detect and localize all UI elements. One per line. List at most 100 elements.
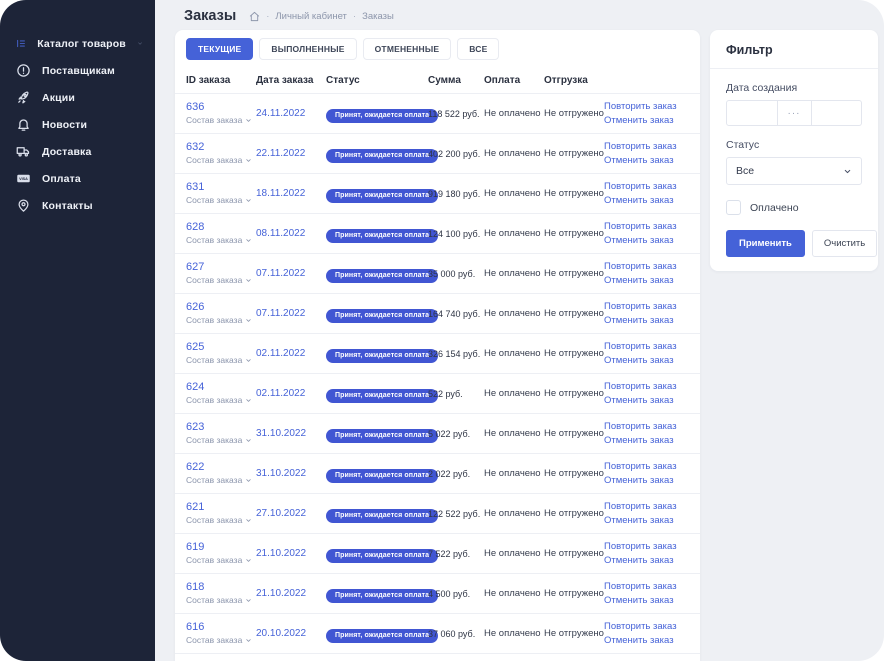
order-composition-toggle[interactable]: Состав заказа xyxy=(186,114,256,126)
order-id-link[interactable]: 628 xyxy=(186,221,205,233)
order-id-link[interactable]: 626 xyxy=(186,301,205,313)
repeat-order-link[interactable]: Повторить заказ xyxy=(604,220,677,232)
sidebar-item-payment[interactable]: VISA Оплата xyxy=(0,165,155,192)
order-tabs: ТЕКУЩИЕ ВЫПОЛНЕННЫЕ ОТМЕНЕННЫЕ ВСЕ xyxy=(175,30,700,68)
repeat-order-link[interactable]: Повторить заказ xyxy=(604,540,677,552)
cancel-order-link[interactable]: Отменить заказ xyxy=(604,154,674,166)
order-id-link[interactable]: 636 xyxy=(186,101,205,113)
order-composition-toggle[interactable]: Состав заказа xyxy=(186,194,256,206)
order-composition-toggle[interactable]: Состав заказа xyxy=(186,314,256,326)
cancel-order-link[interactable]: Отменить заказ xyxy=(604,594,674,606)
repeat-order-link[interactable]: Повторить заказ xyxy=(604,460,677,472)
date-to-input[interactable] xyxy=(811,100,862,126)
order-composition-toggle[interactable]: Состав заказа xyxy=(186,354,256,366)
status-badge: Принят, ожидается оплата xyxy=(326,268,439,283)
paid-checkbox[interactable] xyxy=(726,200,741,215)
order-payment-status: Не оплачено xyxy=(484,548,541,559)
order-id-link[interactable]: 623 xyxy=(186,421,205,433)
order-id-link[interactable]: 619 xyxy=(186,541,205,553)
repeat-order-link[interactable]: Повторить заказ xyxy=(604,340,677,352)
apply-button[interactable]: Применить xyxy=(726,230,805,257)
cancel-order-link[interactable]: Отменить заказ xyxy=(604,474,674,486)
sidebar-item-catalog[interactable]: Каталог товаров xyxy=(0,30,155,57)
order-id-link[interactable]: 622 xyxy=(186,461,205,473)
repeat-order-link[interactable]: Повторить заказ xyxy=(604,100,677,112)
tab-current[interactable]: ТЕКУЩИЕ xyxy=(186,38,254,60)
tab-cancelled[interactable]: ОТМЕНЕННЫЕ xyxy=(362,38,452,60)
order-id-link[interactable]: 616 xyxy=(186,621,205,633)
status-badge: Принят, ожидается оплата xyxy=(326,348,439,363)
chevron-down-icon xyxy=(246,358,251,362)
repeat-order-link[interactable]: Повторить заказ xyxy=(604,620,677,632)
cancel-order-link[interactable]: Отменить заказ xyxy=(604,554,674,566)
repeat-order-link[interactable]: Повторить заказ xyxy=(604,180,677,192)
order-sum: 919 180 руб. xyxy=(428,188,481,199)
repeat-order-link[interactable]: Повторить заказ xyxy=(604,260,677,272)
breadcrumb-separator: · xyxy=(352,10,357,22)
sidebar-item-suppliers[interactable]: Поставщикам xyxy=(0,57,155,84)
repeat-order-link[interactable]: Повторить заказ xyxy=(604,300,677,312)
order-id-link[interactable]: 631 xyxy=(186,181,205,193)
order-composition-toggle[interactable]: Состав заказа xyxy=(186,554,256,566)
sidebar-nav: Каталог товаров Поставщикам Акции xyxy=(0,30,155,219)
sidebar-item-promos[interactable]: Акции xyxy=(0,84,155,111)
paid-checkbox-row[interactable]: Оплачено xyxy=(726,200,862,215)
repeat-order-link[interactable]: Повторить заказ xyxy=(604,500,677,512)
cancel-order-link[interactable]: Отменить заказ xyxy=(604,274,674,286)
clear-button[interactable]: Очистить xyxy=(811,230,878,257)
order-payment-status: Не оплачено xyxy=(484,508,541,519)
repeat-order-link[interactable]: Повторить заказ xyxy=(604,420,677,432)
date-range-control: ··· xyxy=(726,100,862,126)
sidebar-item-contacts[interactable]: Контакты xyxy=(0,192,155,219)
order-composition-toggle[interactable]: Состав заказа xyxy=(186,234,256,246)
order-id-link[interactable]: 618 xyxy=(186,581,205,593)
tab-all[interactable]: ВСЕ xyxy=(457,38,500,60)
cancel-order-link[interactable]: Отменить заказ xyxy=(604,314,674,326)
order-id-link[interactable]: 632 xyxy=(186,141,205,153)
order-composition-toggle[interactable]: Состав заказа xyxy=(186,634,256,646)
order-id-link[interactable]: 624 xyxy=(186,381,205,393)
cancel-order-link[interactable]: Отменить заказ xyxy=(604,634,674,646)
order-date: 21.10.2022 xyxy=(256,548,307,559)
cancel-order-link[interactable]: Отменить заказ xyxy=(604,194,674,206)
order-payment-status: Не оплачено xyxy=(484,228,541,239)
cancel-order-link[interactable]: Отменить заказ xyxy=(604,114,674,126)
order-composition-toggle[interactable]: Состав заказа xyxy=(186,394,256,406)
repeat-order-link[interactable]: Повторить заказ xyxy=(604,380,677,392)
status-select[interactable]: Все xyxy=(726,157,862,185)
order-composition-toggle[interactable]: Состав заказа xyxy=(186,154,256,166)
order-sum: 124 100 руб. xyxy=(428,228,481,239)
page-header: Заказы · Личный кабинет · Заказы xyxy=(155,0,884,30)
order-composition-toggle[interactable]: Состав заказа xyxy=(186,474,256,486)
date-from-input[interactable] xyxy=(726,100,778,126)
sidebar-item-delivery[interactable]: Доставка xyxy=(0,138,155,165)
cancel-order-link[interactable]: Отменить заказ xyxy=(604,354,674,366)
order-payment-status: Не оплачено xyxy=(484,148,541,159)
table-row: 625 Состав заказа 02.11.2022 Принят, ожи… xyxy=(175,334,700,374)
sidebar-item-news[interactable]: Новости xyxy=(0,111,155,138)
repeat-order-link[interactable]: Повторить заказ xyxy=(604,140,677,152)
order-id-link[interactable]: 627 xyxy=(186,261,205,273)
tab-completed[interactable]: ВЫПОЛНЕННЫЕ xyxy=(259,38,357,60)
page-title: Заказы xyxy=(184,8,237,24)
sidebar-item-label: Каталог товаров xyxy=(37,37,126,50)
order-composition-toggle[interactable]: Состав заказа xyxy=(186,274,256,286)
order-id-link[interactable]: 625 xyxy=(186,341,205,353)
cancel-order-link[interactable]: Отменить заказ xyxy=(604,514,674,526)
order-id-link[interactable]: 621 xyxy=(186,501,205,513)
date-range-separator[interactable]: ··· xyxy=(777,100,812,126)
cancel-order-link[interactable]: Отменить заказ xyxy=(604,234,674,246)
cancel-order-link[interactable]: Отменить заказ xyxy=(604,394,674,406)
order-composition-toggle[interactable]: Состав заказа xyxy=(186,594,256,606)
table-row: 619 Состав заказа 21.10.2022 Принят, ожи… xyxy=(175,534,700,574)
order-composition-toggle[interactable]: Состав заказа xyxy=(186,434,256,446)
order-composition-toggle[interactable]: Состав заказа xyxy=(186,514,256,526)
home-icon[interactable] xyxy=(249,11,260,22)
cancel-order-link[interactable]: Отменить заказ xyxy=(604,434,674,446)
order-shipment-status: Не отгружено xyxy=(544,628,604,639)
status-badge: Принят, ожидается оплата xyxy=(326,228,439,243)
table-row: 636 Состав заказа 24.11.2022 Принят, ожи… xyxy=(175,94,700,134)
breadcrumb-item-account[interactable]: Личный кабинет xyxy=(275,10,347,22)
status-badge: Принят, ожидается оплата xyxy=(326,188,439,203)
repeat-order-link[interactable]: Повторить заказ xyxy=(604,580,677,592)
